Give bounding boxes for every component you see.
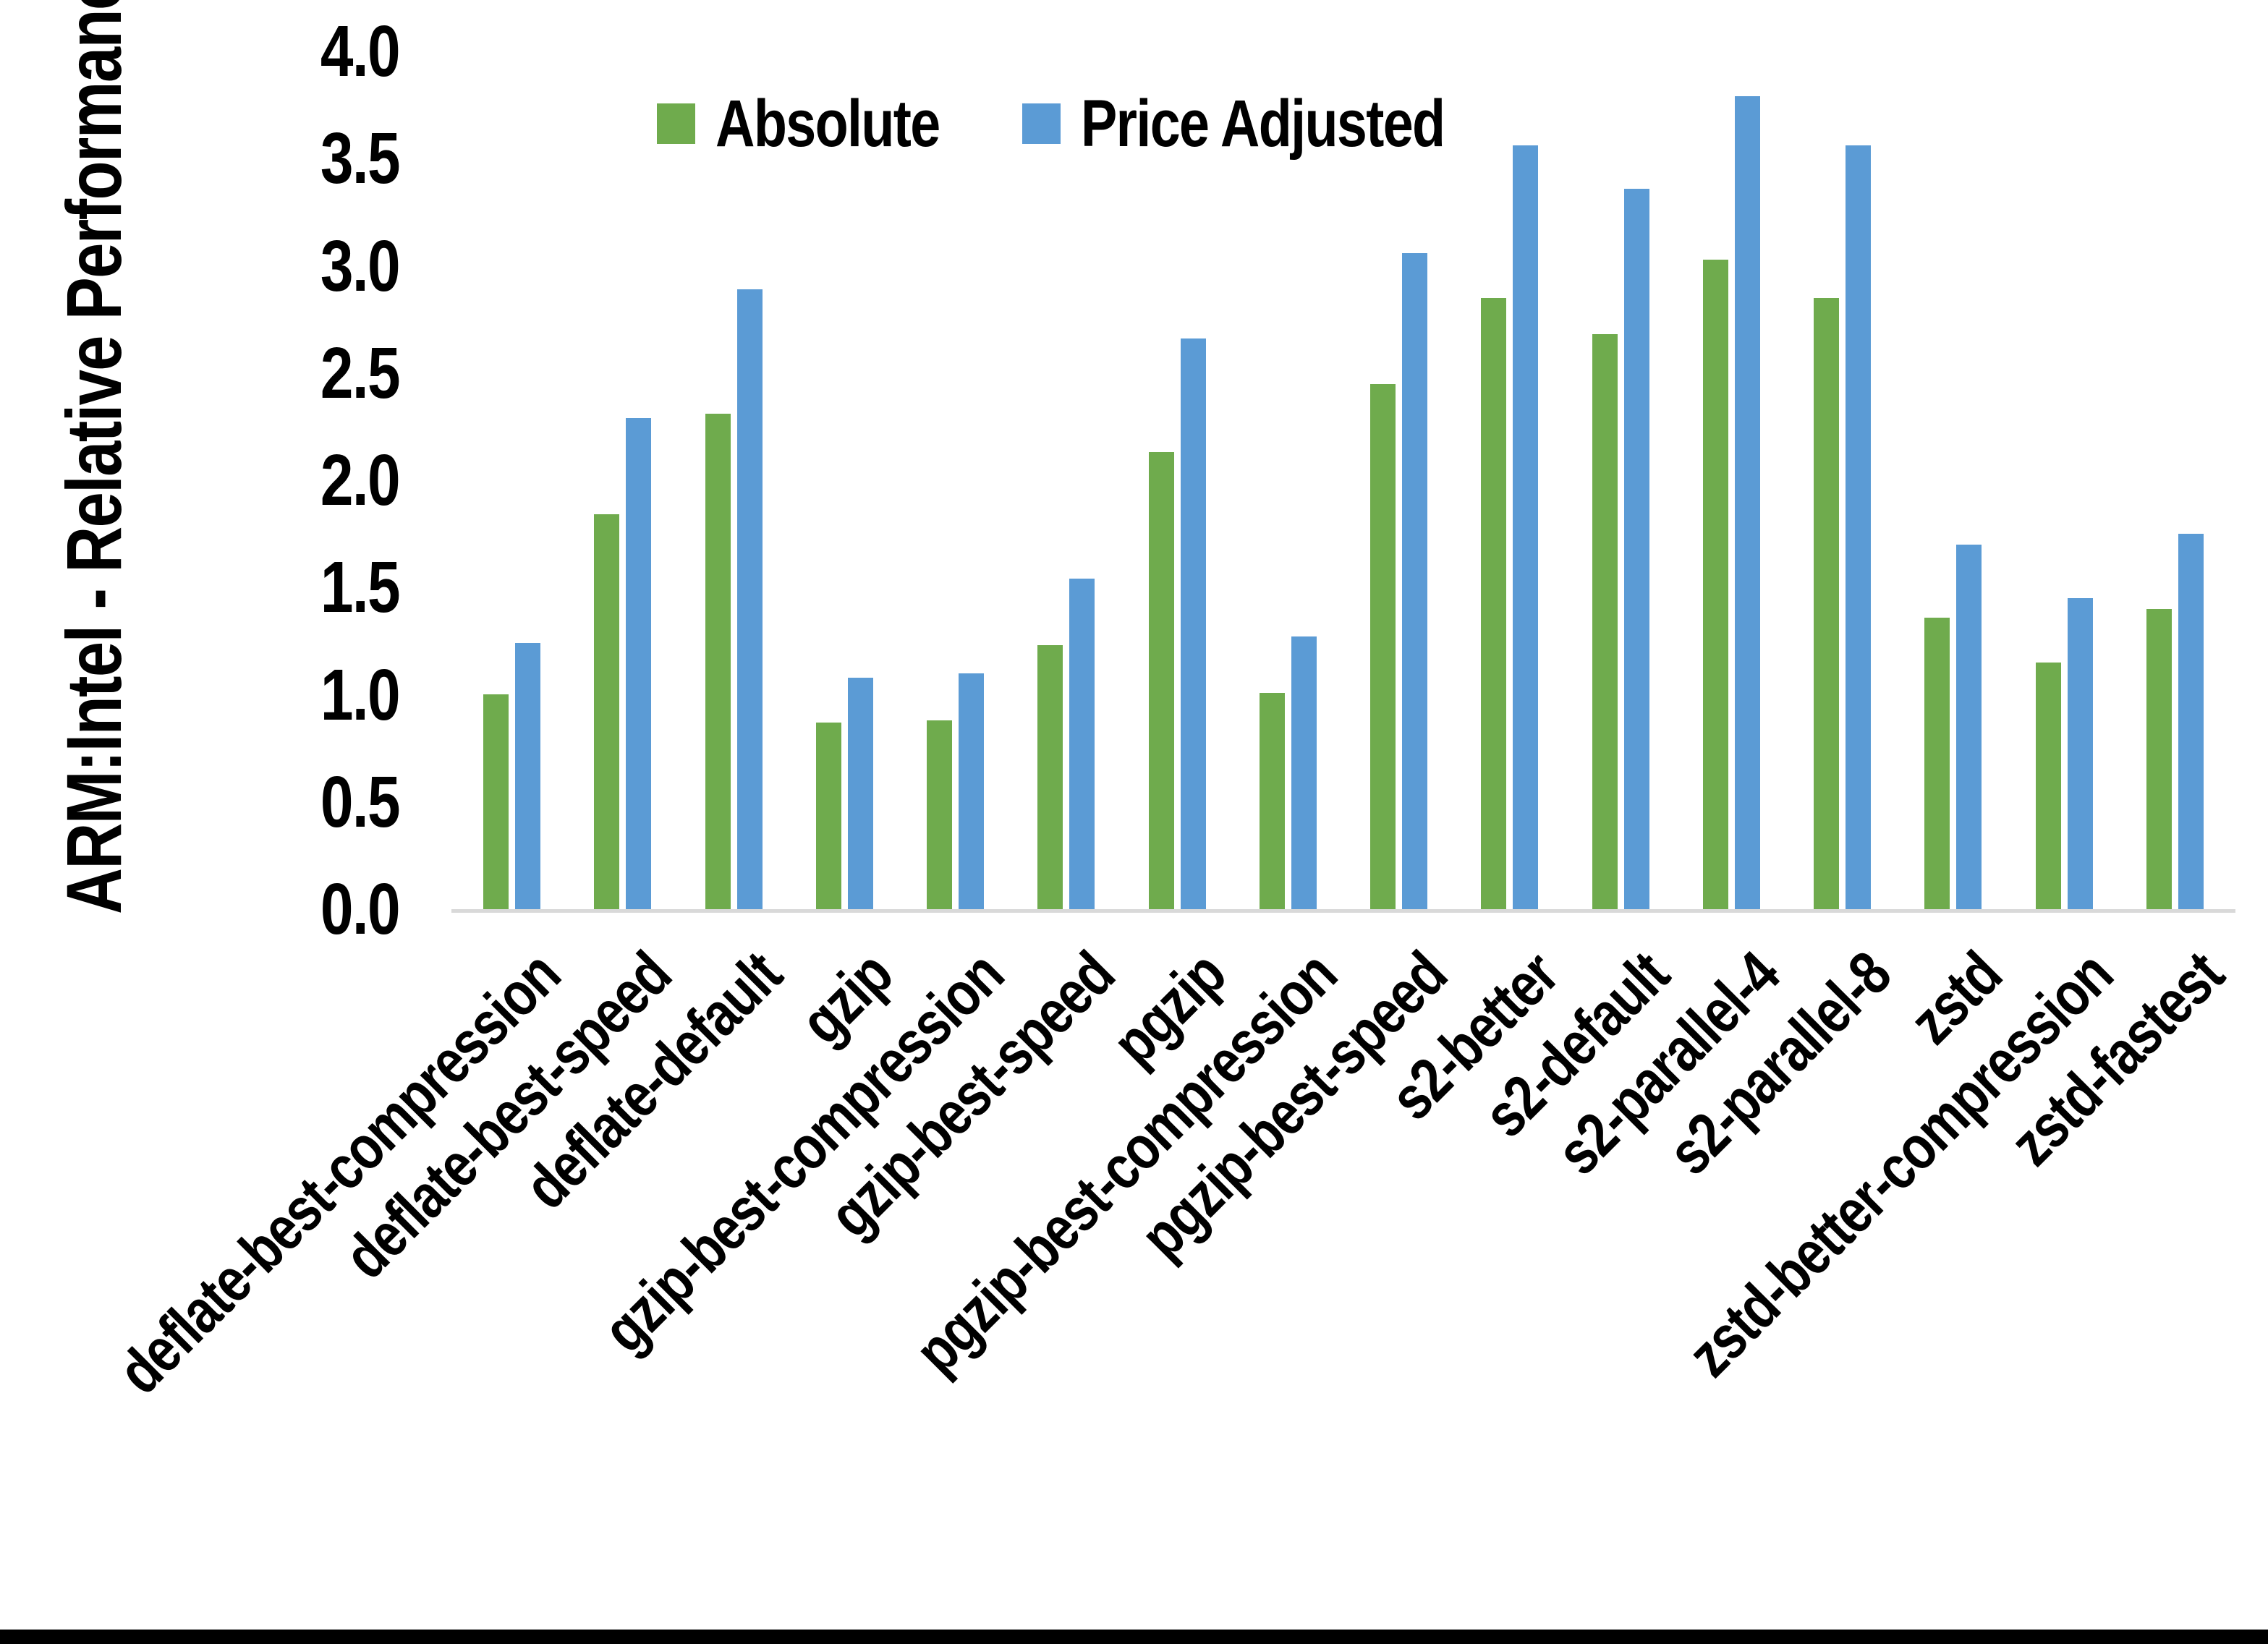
- chart-legend: Absolute Price Adjusted: [657, 90, 1524, 157]
- legend-swatch-absolute-icon: [657, 103, 695, 144]
- bar-group-zstd-fastest: [2120, 51, 2230, 909]
- legend-item-price-adjusted: Price Adjusted: [1022, 90, 1524, 157]
- bar-absolute-zstd: [1924, 618, 1950, 909]
- legend-label-price-adjusted: Price Adjusted: [1080, 87, 1445, 161]
- bar-price-adjusted-zstd-fastest: [2178, 534, 2204, 909]
- bar-price-adjusted-zstd-better-compression: [2067, 598, 2093, 909]
- y-tick-label: 1.0: [320, 654, 401, 736]
- bar-group-pgzip-best-compression: [1233, 51, 1343, 909]
- y-tick-label: 4.0: [320, 11, 401, 92]
- bar-price-adjusted-pgzip: [1180, 338, 1206, 909]
- legend-label-absolute: Absolute: [715, 87, 940, 161]
- bar-absolute-deflate-default: [705, 414, 731, 909]
- y-tick-label: 0.0: [320, 869, 401, 950]
- bar-absolute-gzip-best-compression: [927, 720, 953, 909]
- bar-price-adjusted-deflate-best-speed: [626, 418, 652, 909]
- bar-price-adjusted-s2-parallel-4: [1734, 96, 1760, 909]
- y-tick-label: 0.5: [320, 761, 401, 843]
- bar-group-gzip-best-compression: [900, 51, 1011, 909]
- bar-group-s2-parallel-8: [1787, 51, 1898, 909]
- bar-group-gzip-best-speed: [1011, 51, 1121, 909]
- bar-price-adjusted-deflate-best-compression: [515, 643, 541, 909]
- y-tick-label: 3.0: [320, 225, 401, 307]
- bar-price-adjusted-s2-better: [1513, 145, 1539, 909]
- bar-absolute-s2-parallel-8: [1814, 298, 1840, 909]
- bottom-edge-bar: [0, 1630, 2268, 1644]
- bar-group-deflate-best-speed: [567, 51, 678, 909]
- bar-absolute-deflate-best-compression: [483, 694, 509, 909]
- bar-price-adjusted-gzip-best-speed: [1069, 579, 1095, 909]
- bar-group-zstd: [1898, 51, 2008, 909]
- bar-price-adjusted-gzip: [847, 678, 873, 909]
- bar-price-adjusted-deflate-default: [736, 289, 763, 909]
- bar-absolute-pgzip-best-speed: [1370, 384, 1396, 909]
- bar-absolute-pgzip-best-compression: [1259, 693, 1285, 909]
- y-tick-label: 2.5: [320, 332, 401, 414]
- bar-group-gzip: [789, 51, 900, 909]
- bar-price-adjusted-zstd: [1956, 545, 1982, 909]
- bar-absolute-s2-better: [1481, 298, 1507, 909]
- bar-group-s2-parallel-4: [1676, 51, 1787, 909]
- bar-absolute-pgzip: [1148, 452, 1174, 909]
- x-category-label-deflate-best-compression: deflate-best-compression: [105, 939, 574, 1407]
- legend-swatch-price-adjusted-icon: [1022, 103, 1061, 144]
- bar-absolute-s2-parallel-4: [1702, 260, 1728, 909]
- y-tick-label: 1.5: [320, 547, 401, 629]
- bar-absolute-s2-default: [1592, 334, 1618, 909]
- y-axis-title: ARM:Intel - Relative Performance: [50, 0, 137, 914]
- x-axis-baseline: [451, 909, 2235, 913]
- y-tick-label: 3.5: [320, 118, 401, 200]
- bar-group-pgzip-best-speed: [1343, 51, 1454, 909]
- bar-price-adjusted-s2-default: [1623, 189, 1649, 909]
- bar-price-adjusted-s2-parallel-8: [1846, 145, 1872, 909]
- bar-price-adjusted-pgzip-best-compression: [1291, 636, 1317, 909]
- bar-absolute-deflate-best-speed: [594, 514, 620, 909]
- bar-group-zstd-better-compression: [2009, 51, 2120, 909]
- bar-absolute-zstd-fastest: [2146, 609, 2172, 909]
- bar-group-s2-better: [1454, 51, 1565, 909]
- bar-absolute-gzip-best-speed: [1037, 645, 1063, 909]
- bar-group-deflate-default: [679, 51, 789, 909]
- bar-price-adjusted-pgzip-best-speed: [1402, 253, 1428, 909]
- plot-area: [456, 51, 2230, 909]
- bar-group-s2-default: [1566, 51, 1676, 909]
- y-tick-label: 2.0: [320, 440, 401, 521]
- bar-group-pgzip: [1122, 51, 1233, 909]
- bar-group-deflate-best-compression: [456, 51, 567, 909]
- legend-item-absolute: Absolute: [657, 90, 989, 157]
- bar-absolute-zstd-better-compression: [2035, 663, 2061, 909]
- bar-price-adjusted-gzip-best-compression: [959, 673, 985, 909]
- bar-absolute-gzip: [815, 723, 841, 909]
